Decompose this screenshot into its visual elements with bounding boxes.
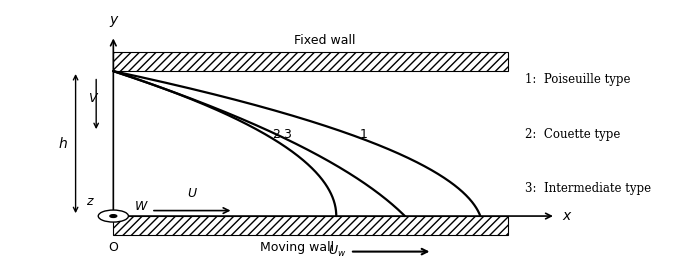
Circle shape [98,210,128,222]
Text: z: z [86,195,92,208]
Text: W: W [135,200,148,213]
Circle shape [110,215,117,217]
Text: V: V [88,92,97,105]
Text: h: h [59,137,68,151]
Text: 3: 3 [283,128,290,141]
Text: 3:  Intermediate type: 3: Intermediate type [525,182,651,195]
Text: x: x [563,209,571,223]
Text: 1:  Poiseuille type: 1: Poiseuille type [525,73,631,86]
Text: 2: 2 [272,128,280,141]
Text: Moving wall: Moving wall [260,241,334,254]
Bar [113,216,508,235]
Text: U: U [188,187,197,200]
Text: Fixed wall: Fixed wall [293,33,355,47]
Text: O: O [108,241,118,254]
Text: y: y [109,13,118,27]
Bar [113,52,508,71]
Text: 1: 1 [360,128,368,141]
Text: 2:  Couette type: 2: Couette type [525,128,620,141]
Text: $U_w$: $U_w$ [328,244,346,259]
